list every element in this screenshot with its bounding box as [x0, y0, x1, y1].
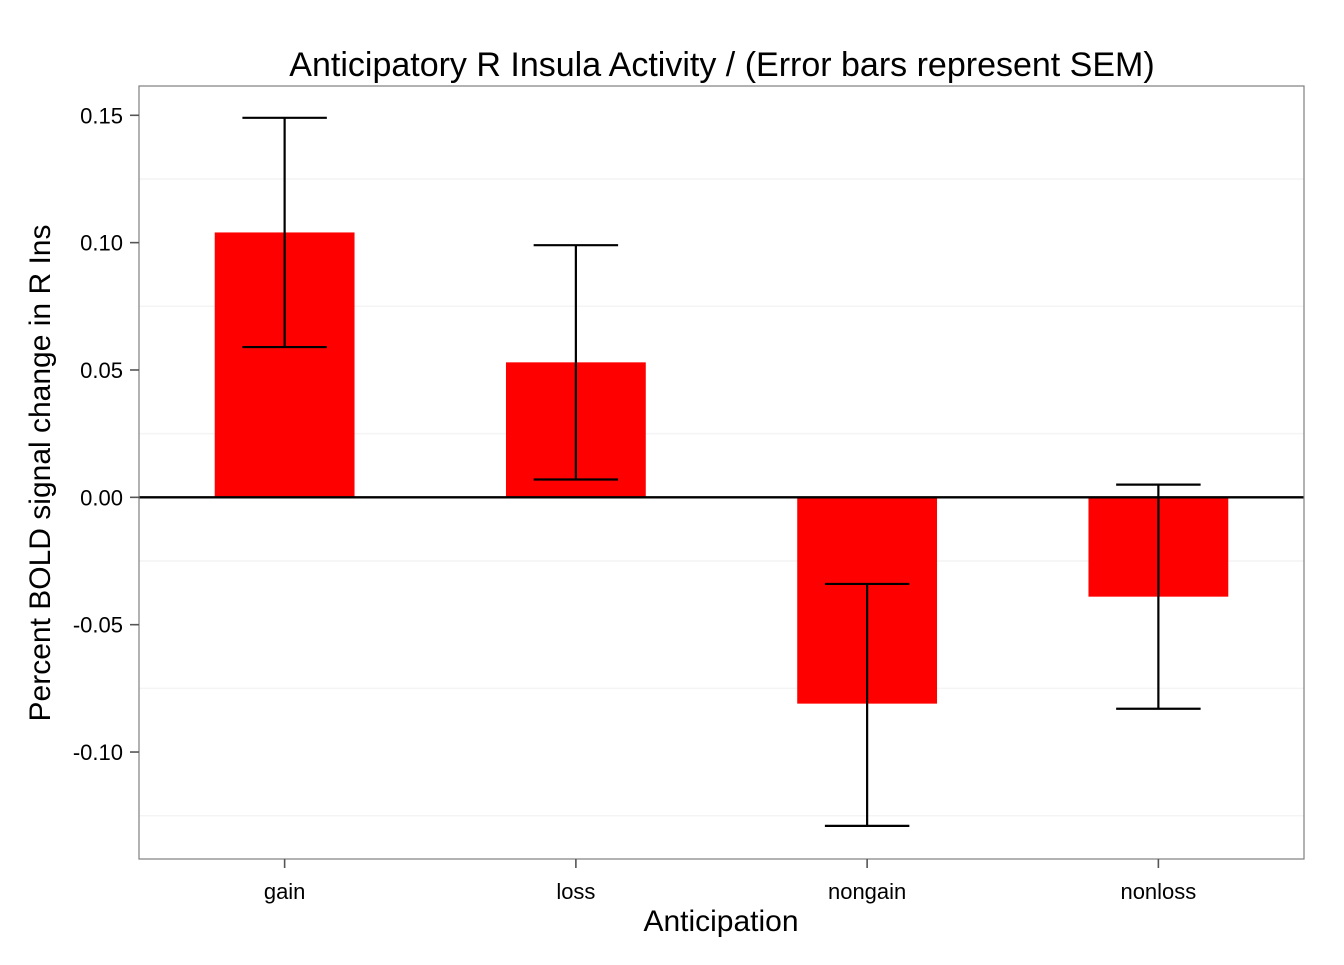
- y-tick-label: -0.10: [73, 740, 123, 765]
- x-tick-label-loss: loss: [556, 879, 595, 904]
- plot-panel-border: [138, 85, 1305, 860]
- chart-title: Anticipatory R Insula Activity / (Error …: [289, 46, 1154, 84]
- y-tick-label: 0.10: [80, 231, 123, 256]
- y-tick-label: 0.15: [80, 103, 123, 128]
- x-axis-label: Anticipation: [643, 905, 798, 938]
- error-bar-nongain: [824, 582, 910, 827]
- error-bar-loss: [533, 244, 619, 481]
- x-tick-label-gain: gain: [264, 879, 306, 904]
- error-bars: [242, 116, 1201, 827]
- y-tick-label: 0.00: [80, 485, 123, 510]
- error-bar-gain: [242, 116, 327, 349]
- bars: [214, 232, 1229, 704]
- x-axis-ticks: gain loss nongain nonloss: [264, 859, 1196, 904]
- y-axis-ticks: 0.15 0.10 0.05 0.00 -0.05 -0.10: [73, 103, 139, 765]
- x-tick-label-nongain: nongain: [828, 879, 906, 904]
- x-tick-label-nonloss: nonloss: [1120, 879, 1196, 904]
- y-tick-label: 0.05: [80, 358, 123, 383]
- y-tick-label: -0.05: [73, 613, 123, 638]
- error-bar-nonloss: [1116, 483, 1201, 710]
- y-axis-label: Percent BOLD signal change in R Ins: [24, 225, 57, 722]
